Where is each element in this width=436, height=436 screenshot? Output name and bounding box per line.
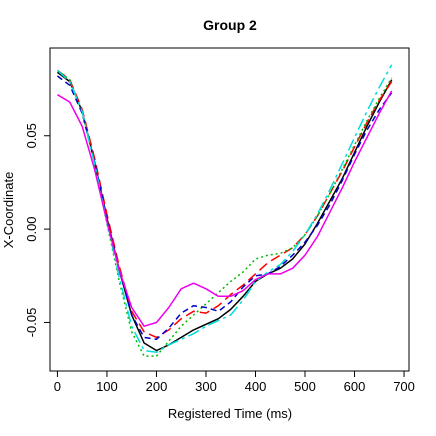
x-tick-label: 700 xyxy=(393,379,415,394)
series-line-4 xyxy=(56,75,393,341)
series-line-5 xyxy=(56,64,393,354)
y-axis-label: X-Coordinate xyxy=(1,172,16,249)
y-tick-label: 0.05 xyxy=(24,123,39,148)
chart-title: Group 2 xyxy=(203,17,257,33)
x-axis: 0 100 200 300 400 500 600 700 xyxy=(54,371,415,394)
series-line-6 xyxy=(57,90,393,327)
y-axis: -0.05 0.00 0.05 xyxy=(24,123,50,337)
series-line-1 xyxy=(56,71,393,352)
series-line-2 xyxy=(56,69,393,339)
plot-frame xyxy=(49,47,410,372)
x-tick-label: 500 xyxy=(294,379,316,394)
y-tick-label: 0.00 xyxy=(24,216,39,241)
x-axis-label: Registered Time (ms) xyxy=(168,406,292,421)
y-tick-label: -0.05 xyxy=(24,308,39,338)
x-tick-label: 600 xyxy=(344,379,366,394)
series-layer xyxy=(56,64,393,357)
x-tick-label: 100 xyxy=(96,379,118,394)
x-tick-label: 0 xyxy=(54,379,61,394)
x-tick-label: 300 xyxy=(195,379,217,394)
x-tick-label: 400 xyxy=(245,379,267,394)
x-tick-label: 200 xyxy=(146,379,168,394)
